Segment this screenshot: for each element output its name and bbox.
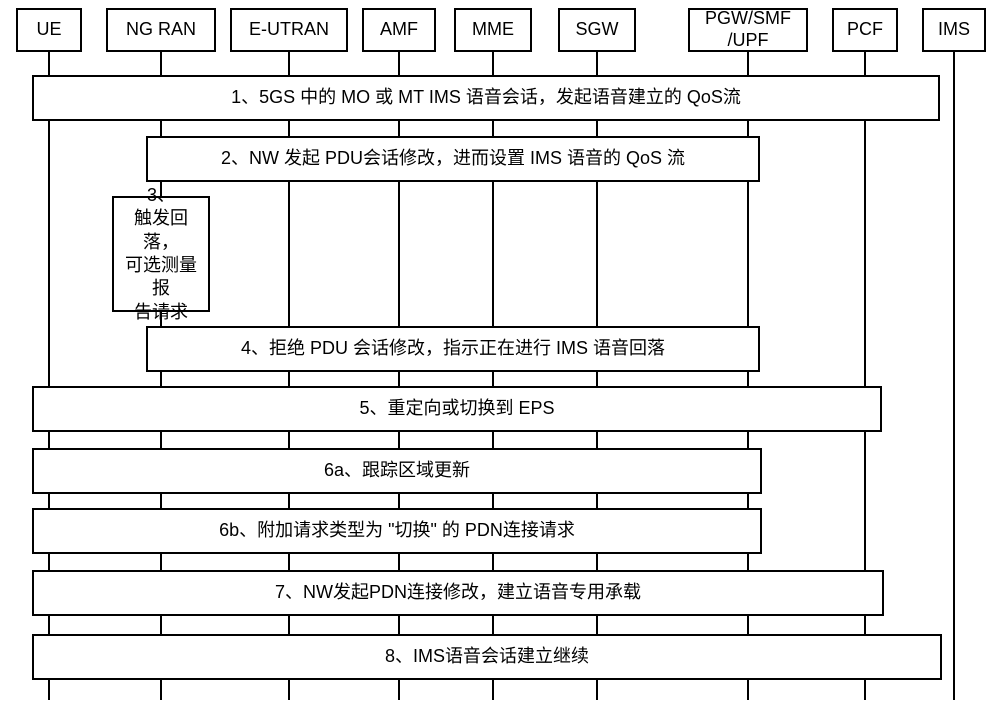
step-s2: 2、NW 发起 PDU会话修改，进而设置 IMS 语音的 QoS 流: [146, 136, 760, 182]
step-s5: 5、重定向或切换到 EPS: [32, 386, 882, 432]
step-s6b: 6b、附加请求类型为 "切换" 的 PDN连接请求: [32, 508, 762, 554]
actor-eutran: E-UTRAN: [230, 8, 348, 52]
actor-ims: IMS: [922, 8, 986, 52]
lifeline-ims: [953, 52, 955, 700]
step-s7: 7、NW发起PDN连接修改，建立语音专用承载: [32, 570, 884, 616]
actor-pcf: PCF: [832, 8, 898, 52]
step-s1: 1、5GS 中的 MO 或 MT IMS 语音会话，发起语音建立的 QoS流: [32, 75, 940, 121]
actor-ue: UE: [16, 8, 82, 52]
sequence-diagram: UE NG RAN E-UTRAN AMF MME SGW PGW/SMF/UPF PCF IM…: [0, 0, 1000, 707]
step-s6a: 6a、跟踪区域更新: [32, 448, 762, 494]
step-s8: 8、IMS语音会话建立继续: [32, 634, 942, 680]
actor-amf: AMF: [362, 8, 436, 52]
actor-sgw: SGW: [558, 8, 636, 52]
actor-pgw: PGW/SMF/UPF: [688, 8, 808, 52]
step-s4: 4、拒绝 PDU 会话修改，指示正在进行 IMS 语音回落: [146, 326, 760, 372]
step-s3: 3、触发回落，可选测量报告请求: [112, 196, 210, 312]
actor-mme: MME: [454, 8, 532, 52]
actor-ngran: NG RAN: [106, 8, 216, 52]
